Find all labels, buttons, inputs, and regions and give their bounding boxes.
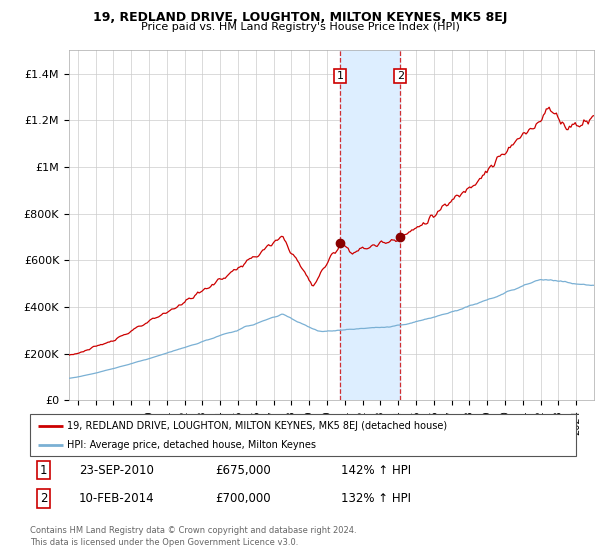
Bar [340,50,400,400]
Text: 2: 2 [40,492,47,505]
Text: 132% ↑ HPI: 132% ↑ HPI [341,492,411,505]
Text: Price paid vs. HM Land Registry's House Price Index (HPI): Price paid vs. HM Land Registry's House … [140,22,460,32]
Text: HPI: Average price, detached house, Milton Keynes: HPI: Average price, detached house, Milt… [67,440,316,450]
Text: 1: 1 [337,71,344,81]
Text: 19, REDLAND DRIVE, LOUGHTON, MILTON KEYNES, MK5 8EJ (detached house): 19, REDLAND DRIVE, LOUGHTON, MILTON KEYN… [67,421,447,431]
Text: 23-SEP-2010: 23-SEP-2010 [79,464,154,477]
Text: 19, REDLAND DRIVE, LOUGHTON, MILTON KEYNES, MK5 8EJ: 19, REDLAND DRIVE, LOUGHTON, MILTON KEYN… [93,11,507,24]
Text: This data is licensed under the Open Government Licence v3.0.: This data is licensed under the Open Gov… [30,538,298,547]
Text: 10-FEB-2014: 10-FEB-2014 [79,492,155,505]
Text: Contains HM Land Registry data © Crown copyright and database right 2024.: Contains HM Land Registry data © Crown c… [30,526,356,535]
Text: 1: 1 [40,464,47,477]
Text: £675,000: £675,000 [215,464,271,477]
Text: 2: 2 [397,71,404,81]
Text: £700,000: £700,000 [215,492,271,505]
Text: 142% ↑ HPI: 142% ↑ HPI [341,464,412,477]
